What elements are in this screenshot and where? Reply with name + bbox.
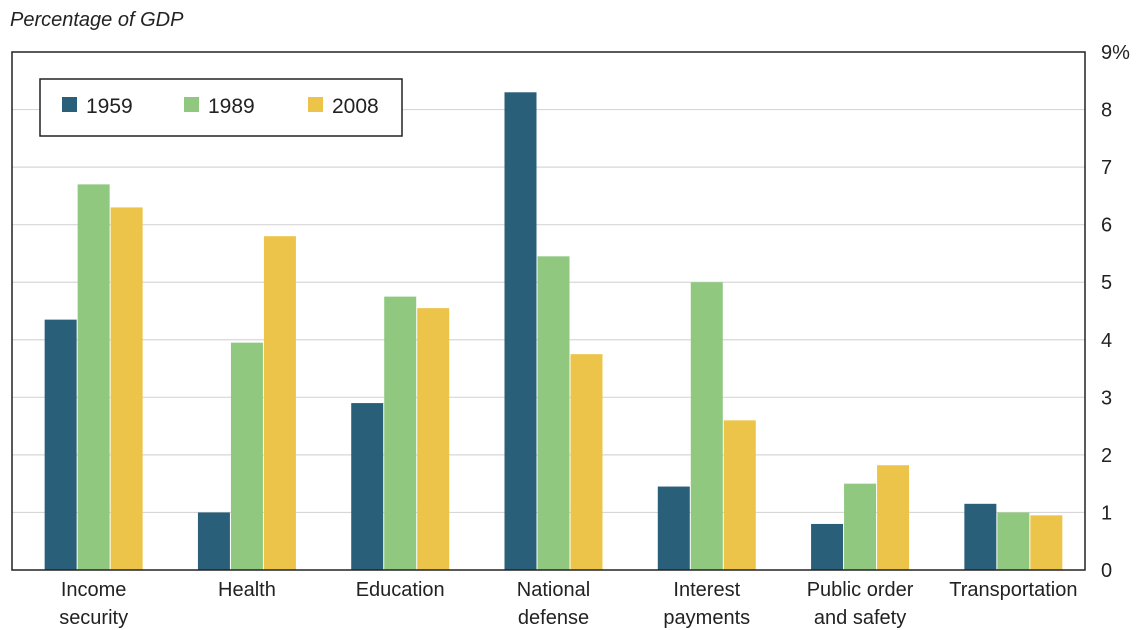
- bar-1989: [690, 282, 723, 570]
- bar-2008: [1030, 515, 1063, 570]
- x-category-label: Health: [218, 579, 276, 601]
- y-tick-label: 8: [1101, 100, 1112, 122]
- x-axis-categories: Income security Health Education National def…: [59, 579, 1077, 629]
- legend-label-1959: 1959: [86, 95, 133, 118]
- y-tick-label: 2: [1101, 445, 1112, 467]
- bar-1989: [844, 483, 877, 570]
- bar-2008: [110, 207, 143, 570]
- bar-1989: [537, 256, 570, 570]
- bar-1989: [77, 184, 110, 570]
- bar-1989: [230, 342, 263, 570]
- x-category-label: Interest payments: [663, 579, 750, 629]
- bar-1959: [197, 512, 230, 570]
- y-axis-ticks: 0 1 2 3 4 5 6 7 8 9%: [1101, 42, 1130, 582]
- bar-1989: [997, 512, 1030, 570]
- x-category-label: Public order and safety: [807, 579, 914, 629]
- bar-2008: [417, 308, 450, 570]
- y-axis-title: Percentage of GDP: [10, 9, 184, 31]
- legend-label-1989: 1989: [208, 95, 255, 118]
- bar-1959: [964, 503, 997, 570]
- x-category-label: National defense: [517, 579, 590, 629]
- legend-swatch-1959: [62, 97, 77, 112]
- x-category-label: Education: [356, 579, 445, 601]
- bar-2008: [877, 465, 910, 570]
- bar-1959: [44, 319, 77, 570]
- bar-2008: [723, 420, 756, 570]
- legend: 1959 1989 2008: [39, 78, 403, 137]
- bar-2008: [263, 236, 296, 570]
- bars: [44, 92, 1063, 571]
- bar-1989: [384, 296, 417, 570]
- plot-frame: [11, 51, 1086, 571]
- legend-label-2008: 2008: [332, 95, 379, 118]
- bar-1959: [657, 486, 690, 570]
- legend-box: [39, 78, 403, 137]
- y-tick-label: 6: [1101, 215, 1112, 237]
- y-tick-label: 7: [1101, 157, 1112, 179]
- x-category-label: Transportation: [949, 579, 1077, 601]
- y-tick-label: 4: [1101, 330, 1112, 352]
- y-tick-label: 3: [1101, 387, 1112, 409]
- legend-swatch-2008: [308, 97, 323, 112]
- bar-1959: [811, 523, 844, 570]
- y-tick-label: 9%: [1101, 42, 1130, 64]
- y-tick-label: 0: [1101, 560, 1112, 582]
- y-tick-label: 5: [1101, 272, 1112, 294]
- bar-2008: [570, 354, 603, 570]
- y-tick-label: 1: [1101, 502, 1112, 524]
- bar-1959: [504, 92, 537, 571]
- bar-1959: [351, 403, 384, 570]
- x-category-label: Income security: [59, 579, 128, 629]
- legend-swatch-1989: [184, 97, 199, 112]
